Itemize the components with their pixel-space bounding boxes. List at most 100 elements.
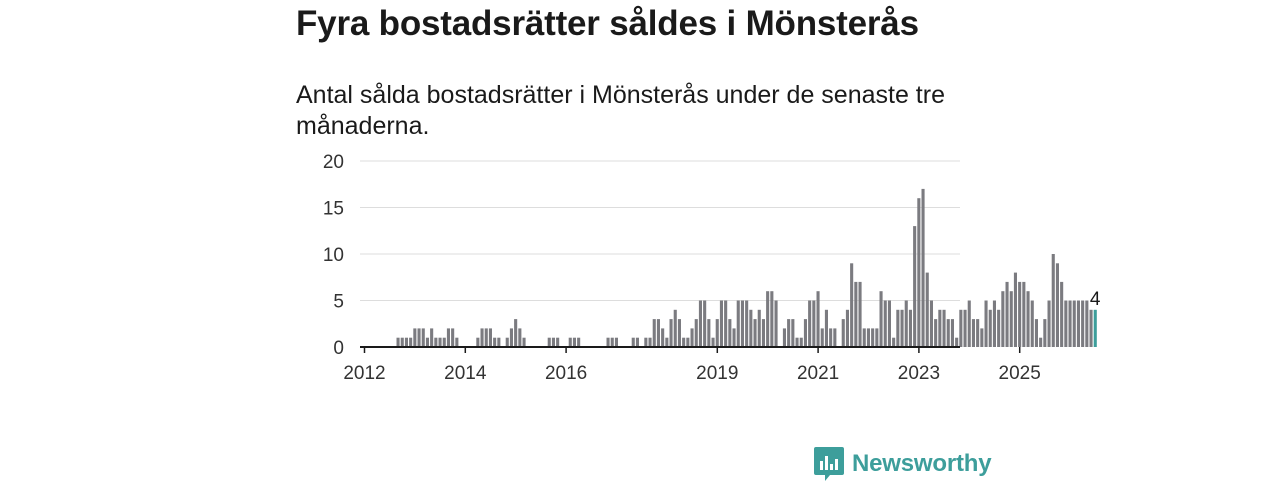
bar <box>938 309 942 347</box>
x-tick-label: 2025 <box>999 363 1041 384</box>
bar <box>887 300 891 347</box>
bar <box>740 300 744 347</box>
bar <box>812 300 816 347</box>
bar <box>400 337 404 347</box>
bar <box>824 309 828 347</box>
bar <box>711 337 715 347</box>
bar <box>656 319 660 347</box>
bar <box>522 337 526 347</box>
bar <box>950 319 954 347</box>
bar <box>568 337 572 347</box>
bar <box>1047 300 1051 347</box>
bar <box>816 291 820 347</box>
bar <box>1076 300 1080 347</box>
bar <box>577 337 581 347</box>
bar <box>766 291 770 347</box>
y-tick-label: 0 <box>333 338 344 359</box>
bar <box>732 328 736 347</box>
highlight-value-label: 4 <box>1090 289 1101 310</box>
bar <box>1085 300 1089 347</box>
bar <box>547 337 551 347</box>
bar <box>1009 291 1013 347</box>
bar <box>1034 319 1038 347</box>
bar <box>1055 263 1059 347</box>
bar <box>1060 281 1064 347</box>
bar <box>606 337 610 347</box>
bar <box>665 337 669 347</box>
bar <box>1039 337 1043 347</box>
bar <box>921 188 925 347</box>
x-tick-label: 2016 <box>545 363 587 384</box>
bar <box>892 337 896 347</box>
bar <box>782 328 786 347</box>
bar <box>795 337 799 347</box>
y-tick-label: 20 <box>323 152 344 173</box>
bar <box>808 300 812 347</box>
bar <box>434 337 438 347</box>
bar <box>1022 281 1026 347</box>
bar <box>518 328 522 347</box>
newsworthy-brand[interactable]: Newsworthy <box>814 446 992 482</box>
x-tick-label: 2023 <box>898 363 940 384</box>
bar <box>896 309 900 347</box>
bar <box>736 300 740 347</box>
bar <box>929 300 933 347</box>
bar <box>934 319 938 347</box>
x-tick-label: 2019 <box>696 363 738 384</box>
y-tick-label: 15 <box>323 199 344 220</box>
bar <box>1064 300 1068 347</box>
bar <box>854 281 858 347</box>
bar <box>980 328 984 347</box>
bar <box>992 300 996 347</box>
bar <box>509 328 513 347</box>
bar <box>514 319 518 347</box>
bar <box>728 319 732 347</box>
bar <box>644 337 648 347</box>
bar <box>719 300 723 347</box>
bar-chart: 0 5 10 15 20 4 2012 2014 2016 2019 2021 2023 2025 <box>323 152 1101 384</box>
bar <box>1013 272 1017 347</box>
chart-title: Fyra bostadsrätter såldes i Mönsterås <box>296 4 919 43</box>
bar <box>900 309 904 347</box>
bar <box>866 328 870 347</box>
bar <box>955 337 959 347</box>
bar <box>673 309 677 347</box>
bar <box>631 337 635 347</box>
bar <box>635 337 639 347</box>
bar <box>904 300 908 347</box>
chart-subtitle: Antal sålda bostadsrätter i Mönsterås un… <box>296 81 945 140</box>
bar <box>820 328 824 347</box>
bar <box>556 337 560 347</box>
bar <box>1026 291 1030 347</box>
bar <box>497 337 501 347</box>
bar <box>648 337 652 347</box>
bar <box>879 291 883 347</box>
bar <box>451 328 455 347</box>
bar <box>1001 291 1005 347</box>
bar <box>1072 300 1076 347</box>
bar <box>703 300 707 347</box>
bar <box>661 328 665 347</box>
highlight-bar <box>1093 309 1097 347</box>
bar <box>421 328 425 347</box>
bar <box>505 337 509 347</box>
y-tick-label: 10 <box>323 245 344 266</box>
bar <box>1051 254 1055 347</box>
bar <box>1018 281 1022 347</box>
bar <box>967 300 971 347</box>
x-tick-label: 2014 <box>444 363 487 384</box>
x-tick-label: 2012 <box>343 363 385 384</box>
bar <box>694 319 698 347</box>
bar <box>787 319 791 347</box>
bar <box>409 337 413 347</box>
bar <box>913 226 917 347</box>
bar <box>724 300 728 347</box>
bar <box>770 291 774 347</box>
y-tick-label: 5 <box>333 292 344 313</box>
bar <box>1089 309 1093 347</box>
bar <box>917 198 921 347</box>
bar <box>677 319 681 347</box>
bar <box>803 319 807 347</box>
bar <box>682 337 686 347</box>
bar <box>749 309 753 347</box>
